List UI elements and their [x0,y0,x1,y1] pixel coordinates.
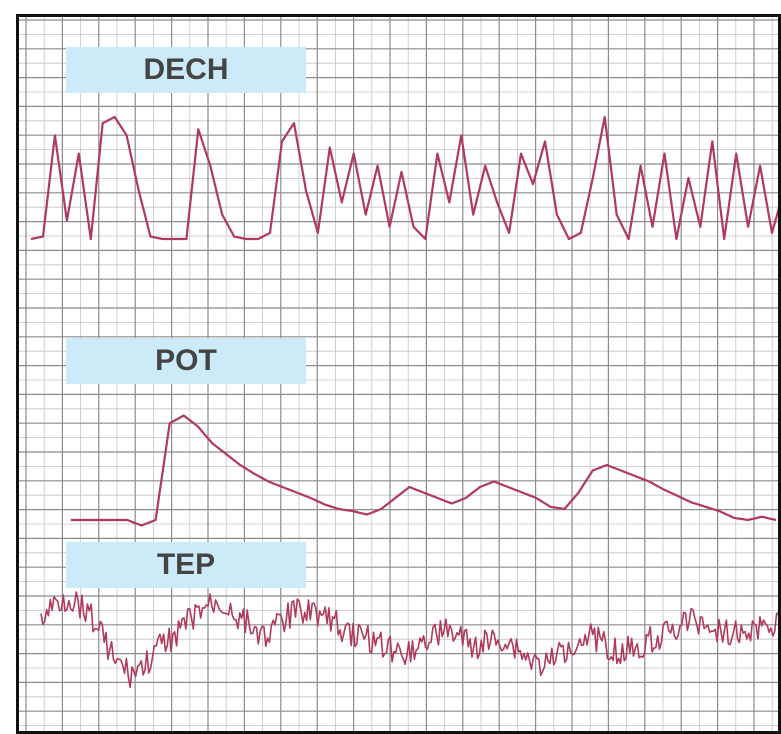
tep-trace [40,591,778,689]
trace-layer [30,115,778,689]
chart-canvas [19,17,778,731]
pot-label: POT [66,338,306,384]
dech-label: DECH [66,47,306,93]
minor-grid [19,17,778,731]
tep-label: TEP [66,542,306,588]
chart-frame: DECH POT TEP [16,14,781,734]
pot-trace [71,414,777,527]
dech-trace [30,115,778,241]
